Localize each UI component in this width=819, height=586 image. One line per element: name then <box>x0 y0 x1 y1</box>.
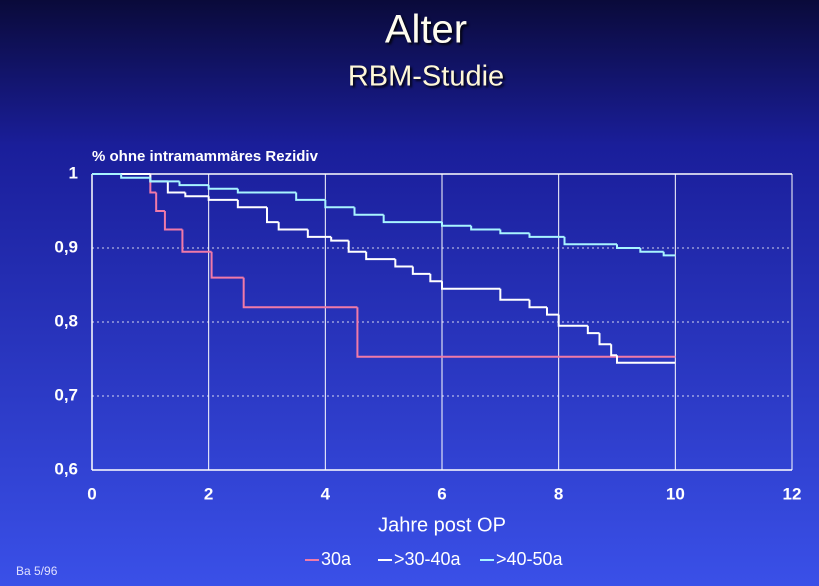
y-tick-label: 1 <box>69 163 78 182</box>
step-segment <box>411 266 431 275</box>
step-segment <box>236 199 267 209</box>
step-segment <box>499 229 530 235</box>
step-segment <box>470 225 501 231</box>
step-segment <box>295 192 326 201</box>
step-segment <box>586 325 600 335</box>
step-segment <box>394 259 413 268</box>
y-tick-label: 0,8 <box>54 311 78 330</box>
x-axis-label: Jahre post OP <box>378 514 506 536</box>
x-tick-label: 4 <box>321 484 331 503</box>
step-segment <box>347 240 367 253</box>
x-tick-label: 0 <box>87 484 96 503</box>
x-tick-label: 10 <box>666 484 685 503</box>
legend-label: >40-50a <box>496 549 564 569</box>
y-axis-label: % ohne intramammäres Rezidiv <box>92 148 319 165</box>
step-segment <box>382 214 442 224</box>
step-segment <box>528 299 547 309</box>
step-segment <box>277 222 308 231</box>
step-segment <box>120 174 151 179</box>
step-segment <box>441 222 472 227</box>
step-segment <box>429 273 442 283</box>
step-segment <box>499 288 530 301</box>
step-segment <box>356 307 676 358</box>
y-tick-label: 0,6 <box>54 459 78 478</box>
step-segment <box>184 192 209 198</box>
step-segment <box>236 188 297 194</box>
step-segment <box>639 248 664 253</box>
y-tick-label: 0,7 <box>54 385 78 404</box>
step-segment <box>166 181 186 194</box>
chart-subtitle: RBM-Studie <box>348 61 504 93</box>
step-segment <box>181 229 212 253</box>
step-segment <box>163 211 183 231</box>
step-segment <box>563 236 617 246</box>
step-segment <box>616 355 676 364</box>
step-segment <box>210 251 244 279</box>
step-segment <box>155 192 165 212</box>
y-tick-label: 0,9 <box>54 237 78 256</box>
step-segment <box>207 196 238 201</box>
x-tick-label: 2 <box>204 484 213 503</box>
step-segment <box>207 185 238 190</box>
step-segment <box>441 281 501 290</box>
step-segment <box>610 344 617 357</box>
step-segment <box>178 181 209 187</box>
step-segment <box>598 333 612 346</box>
step-segment <box>557 314 588 327</box>
step-segment <box>365 251 396 261</box>
step-segment <box>546 307 559 316</box>
step-segment <box>662 251 676 257</box>
footnote: Ba 5/96 <box>16 564 58 578</box>
step-segment <box>324 199 355 209</box>
step-segment <box>266 207 279 224</box>
step-segment <box>149 177 180 183</box>
step-segment <box>330 236 349 242</box>
legend-label: >30-40a <box>394 549 462 569</box>
legend-label: 30a <box>321 549 352 569</box>
step-segment <box>242 277 358 309</box>
x-tick-label: 6 <box>437 484 446 503</box>
step-segment <box>528 233 565 238</box>
step-segment <box>353 207 384 216</box>
chart-title: Alter <box>385 8 467 52</box>
step-segment <box>306 229 332 238</box>
x-tick-label: 8 <box>554 484 563 503</box>
step-segment <box>616 244 641 249</box>
x-tick-label: 12 <box>783 484 802 503</box>
